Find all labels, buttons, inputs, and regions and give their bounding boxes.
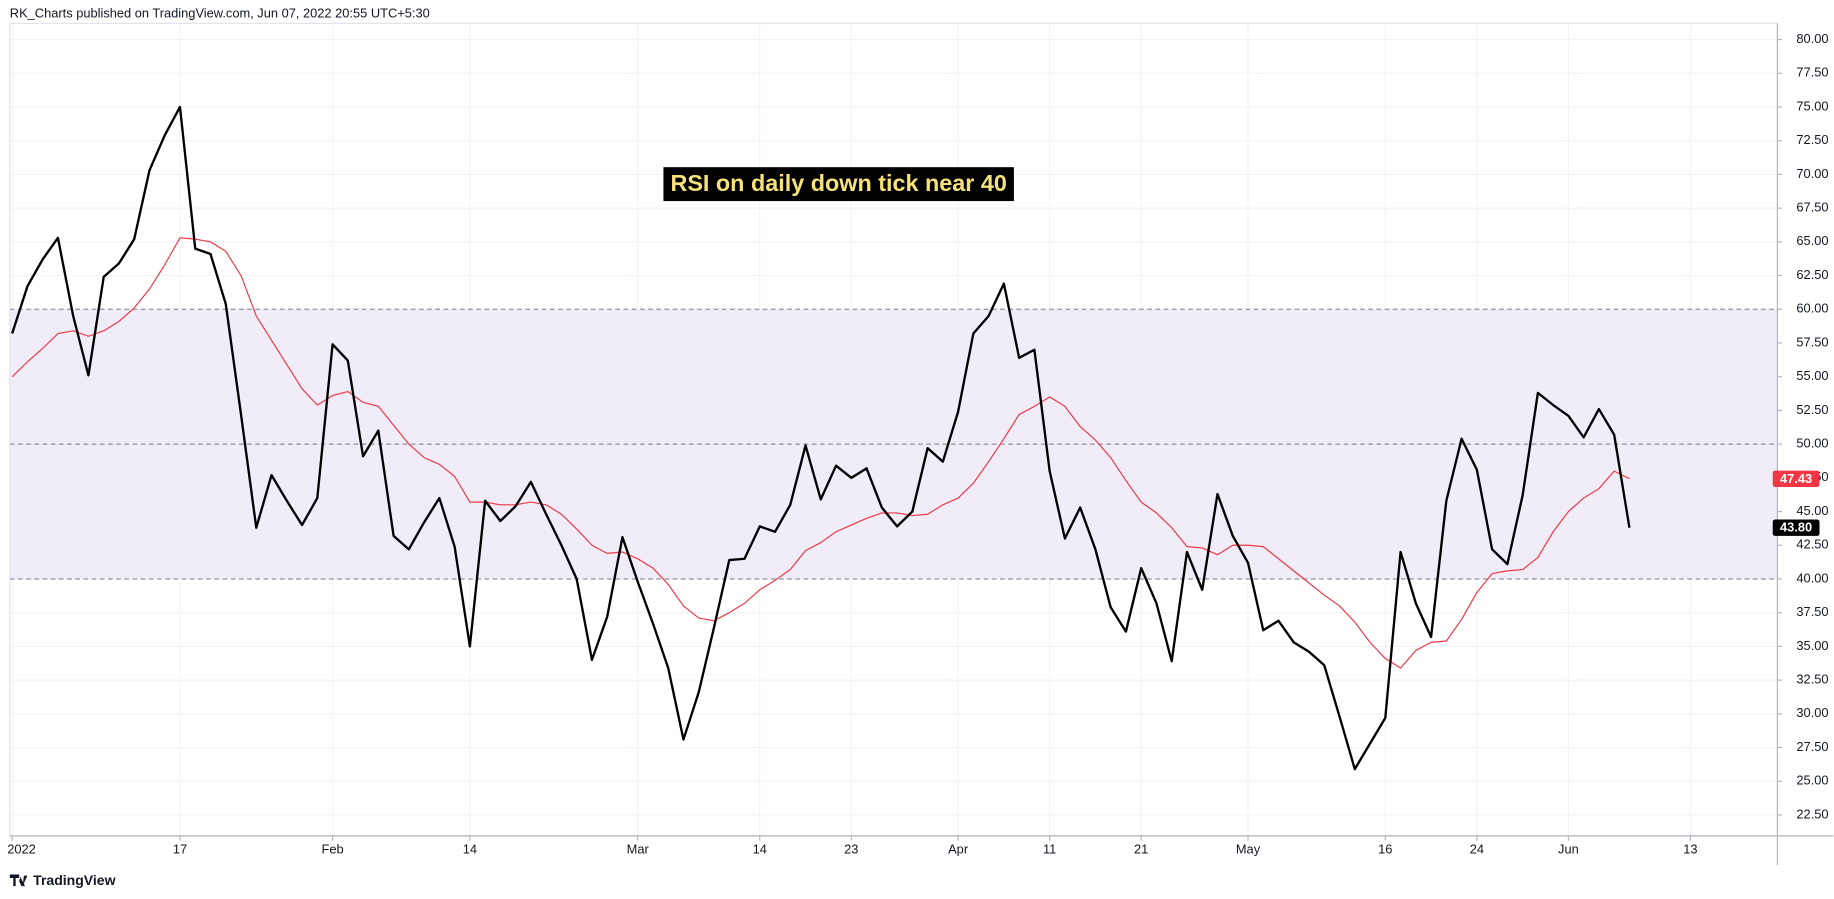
x-tick-label: 17 <box>173 841 187 856</box>
annotation-group: RSI on daily down tick near 40 <box>663 167 1014 202</box>
price-badge-label: 47.43 <box>1780 471 1812 486</box>
y-tick-label: 25.00 <box>1796 773 1828 788</box>
series-line <box>11 237 1630 669</box>
price-badge <box>1772 519 1820 536</box>
x-tick-label: 14 <box>463 841 477 856</box>
logo-icon <box>9 874 28 887</box>
y-tick-label: 42.50 <box>1796 537 1828 552</box>
x-tick-label: Feb <box>321 841 343 856</box>
x-tick-label: May <box>1236 841 1261 856</box>
y-tick-label: 80.00 <box>1796 31 1828 46</box>
x-tick-label: Mar <box>627 841 650 856</box>
y-tick-label: 67.50 <box>1796 200 1828 215</box>
y-tick-label: 40.00 <box>1796 570 1828 585</box>
y-tick-label: 50.00 <box>1796 436 1828 451</box>
footer: TradingView <box>33 872 115 888</box>
series-line <box>11 105 1631 771</box>
axes: 22.50 25.00 27.50 30.00 32.50 35.00 37.50 40.00… <box>7 31 1828 856</box>
y-tick-label: 22.50 <box>1796 806 1828 821</box>
annotation-box <box>663 167 1014 202</box>
y-tick-label: 27.50 <box>1796 739 1828 754</box>
y-tick-label: 77.50 <box>1796 65 1828 80</box>
x-tick-label: 24 <box>1470 841 1484 856</box>
x-tick-label: 14 <box>753 841 767 856</box>
x-tick-label: 11 <box>1043 841 1056 856</box>
header: RK_Charts published on TradingView.com, … <box>10 5 430 20</box>
x-tick-label: 2022 <box>7 841 36 856</box>
x-tick-label: 16 <box>1378 841 1392 856</box>
footer-logo: TradingView <box>9 872 116 888</box>
y-tick-label: 35.00 <box>1796 638 1828 653</box>
x-tick-label: 23 <box>844 841 858 856</box>
y-tick-label: 65.00 <box>1796 233 1828 248</box>
y-tick-label: 75.00 <box>1796 98 1828 113</box>
plot <box>9 105 1778 771</box>
price-badge-label: 43.80 <box>1780 520 1812 535</box>
y-tick-label: 55.00 <box>1796 368 1828 383</box>
y-tick-label: 57.50 <box>1796 334 1828 349</box>
x-tick-label: Jun <box>1558 841 1579 856</box>
x-tick-label: 13 <box>1683 841 1697 856</box>
y-tick-label: 32.50 <box>1796 672 1828 687</box>
y-tick-label: 45.00 <box>1796 503 1828 518</box>
y-tick-label: 60.00 <box>1796 301 1828 316</box>
annotation: RSI on daily down tick near 40 <box>670 170 1006 196</box>
x-tick-label: Apr <box>948 841 969 856</box>
y-tick-label: 37.50 <box>1796 604 1828 619</box>
price-badge <box>1772 470 1820 487</box>
y-tick-label: 62.50 <box>1796 267 1828 282</box>
y-tick-label: 30.00 <box>1796 705 1828 720</box>
y-tick-label: 52.50 <box>1796 402 1828 417</box>
y-tick-label: 72.50 <box>1796 132 1828 147</box>
x-tick-label: 21 <box>1134 841 1148 856</box>
y-tick-label: 70.00 <box>1796 166 1828 181</box>
